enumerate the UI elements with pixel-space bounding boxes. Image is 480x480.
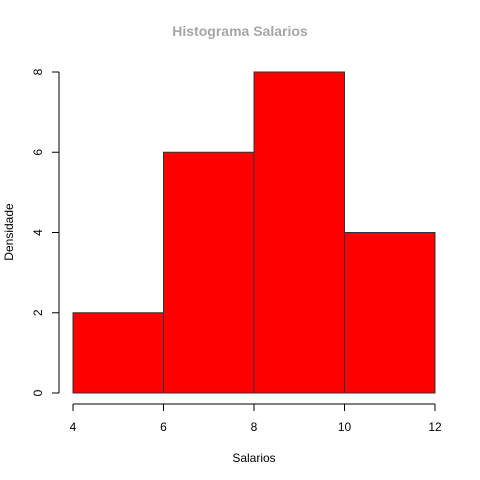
y-tick-label: 8 bbox=[31, 68, 45, 75]
x-tick-label: 4 bbox=[70, 420, 77, 434]
x-axis: 4 6 8 10 12 bbox=[70, 403, 442, 434]
x-tick-label: 6 bbox=[160, 420, 167, 434]
y-axis-label: Densidade bbox=[2, 203, 16, 261]
x-axis-label: Salarios bbox=[232, 451, 275, 465]
y-tick-label: 6 bbox=[31, 149, 45, 156]
bars-group bbox=[72, 71, 436, 394]
y-tick-label: 2 bbox=[31, 309, 45, 316]
y-axis: 0 2 4 6 8 bbox=[31, 68, 60, 396]
histogram-bar-8-10 bbox=[253, 71, 345, 394]
y-tick-label: 0 bbox=[31, 389, 45, 396]
x-tick-label: 8 bbox=[251, 420, 258, 434]
histogram-bar-6-8 bbox=[163, 151, 255, 394]
y-tick-label: 4 bbox=[31, 229, 45, 236]
histogram-bar-4-6 bbox=[72, 312, 164, 394]
histogram-bar-10-12 bbox=[344, 232, 436, 394]
chart-title: Histograma Salarios bbox=[172, 23, 308, 39]
x-tick-label: 10 bbox=[338, 420, 352, 434]
x-tick-label: 12 bbox=[428, 420, 442, 434]
